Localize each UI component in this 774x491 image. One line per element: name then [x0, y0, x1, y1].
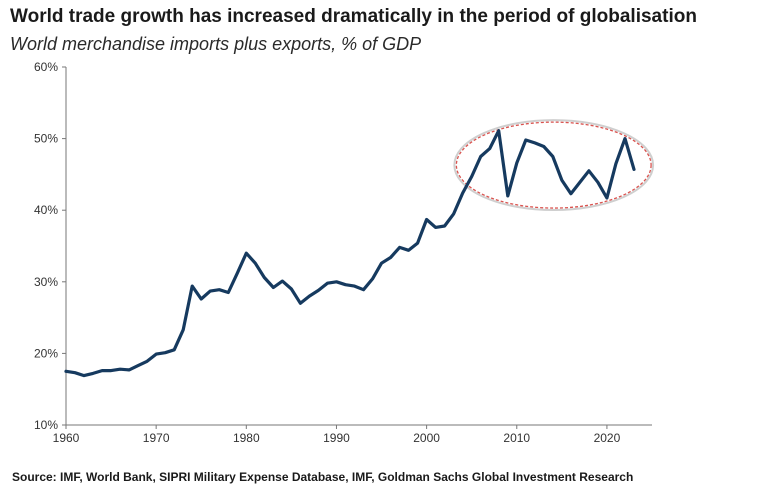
highlight-ellipse	[455, 121, 652, 209]
y-tick-label: 20%	[34, 346, 58, 360]
x-tick-label: 1970	[143, 431, 170, 445]
y-axis: 10% 20% 30% 40% 50% 60%	[34, 60, 67, 432]
x-tick-label: 1980	[233, 431, 260, 445]
highlight-ellipse-shadow	[453, 119, 655, 212]
chart-subtitle: World merchandise imports plus exports, …	[10, 34, 422, 54]
y-tick-label: 60%	[34, 60, 58, 74]
source-note: Source: IMF, World Bank, SIPRI Military …	[12, 470, 634, 484]
y-tick-label: 10%	[34, 418, 58, 432]
x-tick-label: 1990	[323, 431, 350, 445]
y-tick-label: 50%	[34, 132, 58, 146]
y-tick-label: 30%	[34, 275, 58, 289]
y-tick-label: 40%	[34, 203, 58, 217]
chart-title: World trade growth has increased dramati…	[10, 6, 697, 27]
x-tick-label: 2010	[503, 431, 530, 445]
plot-area	[64, 119, 655, 378]
x-tick-label: 2020	[594, 431, 621, 445]
x-axis: 1960 1970 1980 1990 2000 2010 2020	[53, 424, 652, 445]
x-tick-label: 2000	[413, 431, 440, 445]
x-tick-label: 1960	[53, 431, 80, 445]
series-line	[64, 129, 636, 378]
